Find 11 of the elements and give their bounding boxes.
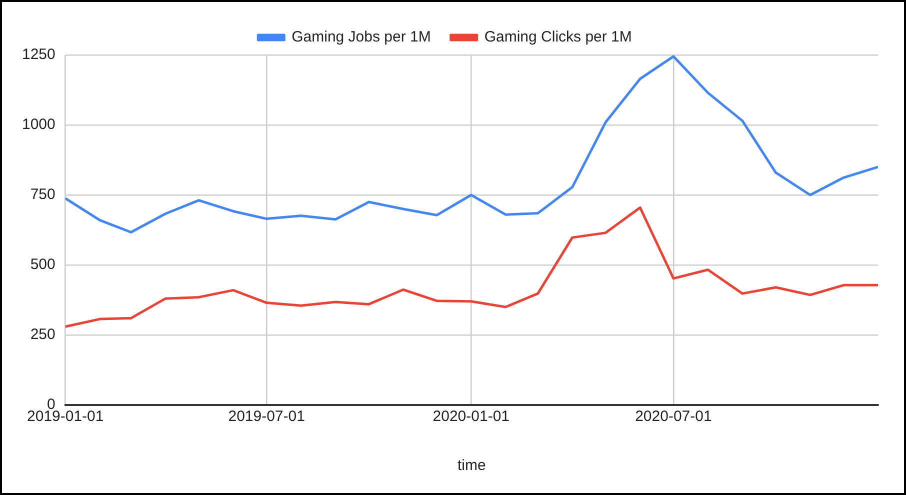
y-tick-label: 250 xyxy=(30,326,56,344)
x-tick-label: 2020-01-01 xyxy=(432,408,510,426)
y-tick-label: 500 xyxy=(30,256,56,274)
legend-label: Gaming Clicks per 1M xyxy=(484,28,632,46)
legend-label: Gaming Jobs per 1M xyxy=(292,28,431,46)
x-tick-label: 2019-07-01 xyxy=(228,408,305,426)
y-tick-label: 750 xyxy=(30,186,56,204)
y-tick-label: 1250 xyxy=(22,46,56,64)
y-tick-label: 1000 xyxy=(22,116,56,134)
x-axis-title: time xyxy=(458,457,486,474)
x-tick-label: 2020-07-01 xyxy=(635,408,712,426)
